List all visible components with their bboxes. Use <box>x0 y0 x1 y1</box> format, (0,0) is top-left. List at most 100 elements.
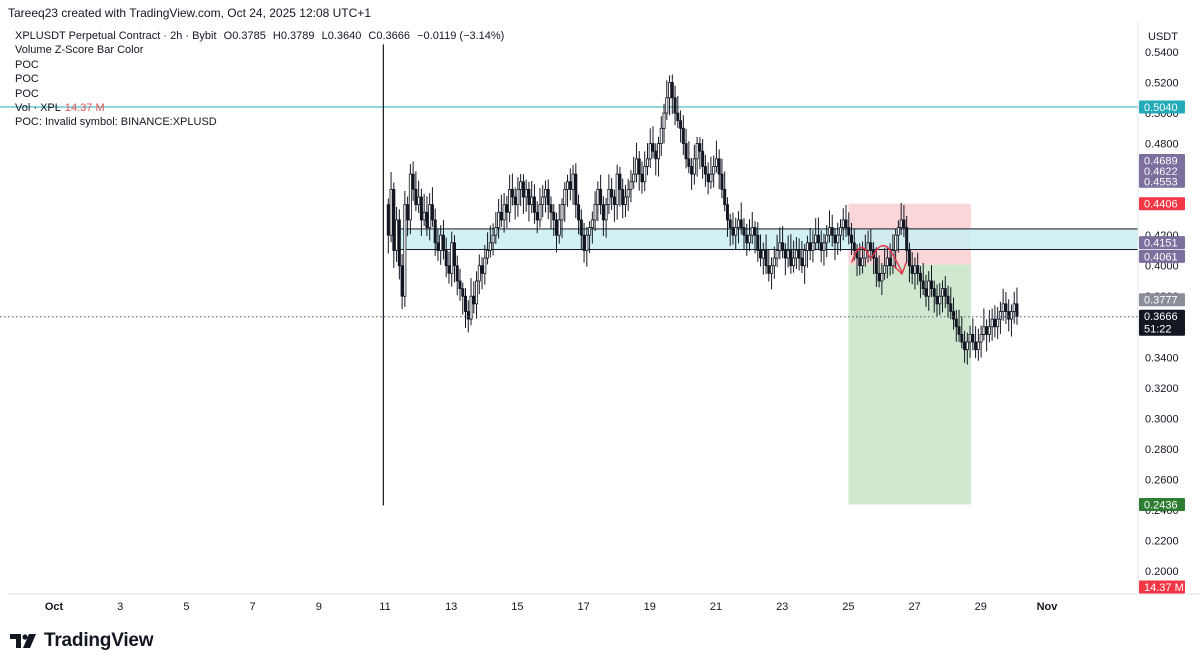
price-tick-label: 0.5200 <box>1145 78 1179 90</box>
time-tick-label: 15 <box>511 601 523 613</box>
candle <box>703 154 707 187</box>
candle <box>902 204 906 238</box>
indicator-poc-2[interactable]: POC <box>15 73 39 86</box>
symbol-row[interactable]: XPLUSDT Perpetual Contract · 2h · Bybit … <box>15 29 504 43</box>
tradingview-brand[interactable]: TradingView <box>10 630 154 652</box>
candle <box>736 211 740 244</box>
candle-body <box>648 143 652 160</box>
candle-body <box>695 143 699 160</box>
price-tag-background <box>1139 164 1185 178</box>
candle-body <box>698 143 702 152</box>
arrow-curve[interactable] <box>851 244 903 273</box>
arrow-head[interactable] <box>893 262 907 275</box>
candle-body <box>998 311 1002 320</box>
candle-body <box>907 250 911 267</box>
candle-body <box>761 250 765 259</box>
price-tag-background <box>1139 197 1185 211</box>
candle <box>888 243 892 276</box>
candle <box>899 202 903 235</box>
candle <box>513 187 517 220</box>
candle-body <box>703 166 707 175</box>
candle-body <box>717 158 721 175</box>
indicator-poc-3[interactable]: POC <box>15 87 39 100</box>
candle <box>464 288 468 328</box>
candle <box>441 219 445 260</box>
candle <box>607 174 611 215</box>
candle-body <box>483 257 487 274</box>
candle-body <box>803 250 807 267</box>
candle <box>679 110 683 143</box>
price-tag-label: 0.3777 <box>1144 295 1178 307</box>
price-tick-label: 0.2600 <box>1145 474 1179 486</box>
indicator-poc-error[interactable]: POC: Invalid symbol: BINANCE:XPLUSD <box>15 116 217 129</box>
candle <box>952 297 956 330</box>
candle <box>946 285 950 318</box>
candle-body <box>797 250 801 259</box>
time-tick-label: 23 <box>776 601 788 613</box>
candle-body <box>954 318 958 328</box>
price-tick-label: 0.3400 <box>1145 352 1179 364</box>
candle <box>643 151 647 192</box>
candle <box>483 244 487 285</box>
candle-body <box>566 181 570 190</box>
candle <box>1009 304 1013 337</box>
candle <box>797 238 801 271</box>
candle <box>783 243 787 276</box>
candle <box>960 316 964 349</box>
candle-body <box>521 181 525 198</box>
candle <box>880 263 884 296</box>
candle <box>508 174 512 223</box>
indicator-volume[interactable]: Vol · XPL 14.37 M <box>15 101 504 115</box>
candle <box>422 194 426 227</box>
candle-body <box>599 188 603 206</box>
candle-body <box>552 211 556 221</box>
candle-body <box>665 97 669 114</box>
candle-body <box>993 318 997 328</box>
candle-body <box>596 188 600 206</box>
candle-body <box>508 188 512 213</box>
candle-body <box>941 288 945 297</box>
candle-body <box>736 219 740 228</box>
candle <box>993 305 997 338</box>
candle-body <box>690 166 694 175</box>
candle <box>723 171 727 212</box>
candle-body <box>461 288 465 297</box>
candle-body <box>668 82 672 99</box>
time-tick-label: 11 <box>379 601 390 613</box>
candle-body <box>786 250 790 259</box>
candle-body <box>543 188 547 198</box>
candle-body <box>960 333 964 343</box>
candle <box>770 257 774 290</box>
candle-body <box>538 204 542 221</box>
candle <box>654 143 658 176</box>
indicator-zscore[interactable]: Volume Z-Score Bar Color <box>15 44 144 57</box>
candle-body <box>979 333 983 343</box>
price-tag-background <box>1139 174 1185 188</box>
candle <box>896 220 900 253</box>
candle-body <box>502 204 506 221</box>
candle-body <box>723 188 727 206</box>
candle <box>814 218 818 251</box>
candle-body <box>450 242 454 274</box>
take-profit-area[interactable] <box>848 264 971 505</box>
candle-body <box>621 188 625 206</box>
candle <box>929 265 933 298</box>
drawn-arrow[interactable] <box>851 244 907 275</box>
candle <box>475 271 479 319</box>
candle <box>497 198 501 239</box>
candle <box>775 234 779 267</box>
candle-body <box>742 227 746 236</box>
candle-body <box>692 158 696 175</box>
candle <box>863 234 867 267</box>
indicator-poc-1[interactable]: POC <box>15 58 39 71</box>
candle-body <box>480 265 484 274</box>
candle-body <box>425 211 429 228</box>
candle <box>458 268 462 301</box>
candle-body <box>452 242 456 267</box>
currency-label[interactable]: USDT <box>1148 31 1178 43</box>
time-axis[interactable]: Oct 3 5 7 9 11 13 15 17 19 21 23 25 27 29 Nov <box>8 593 1200 613</box>
candle-body <box>464 295 468 312</box>
candle <box>1004 291 1008 324</box>
candle <box>527 181 531 222</box>
